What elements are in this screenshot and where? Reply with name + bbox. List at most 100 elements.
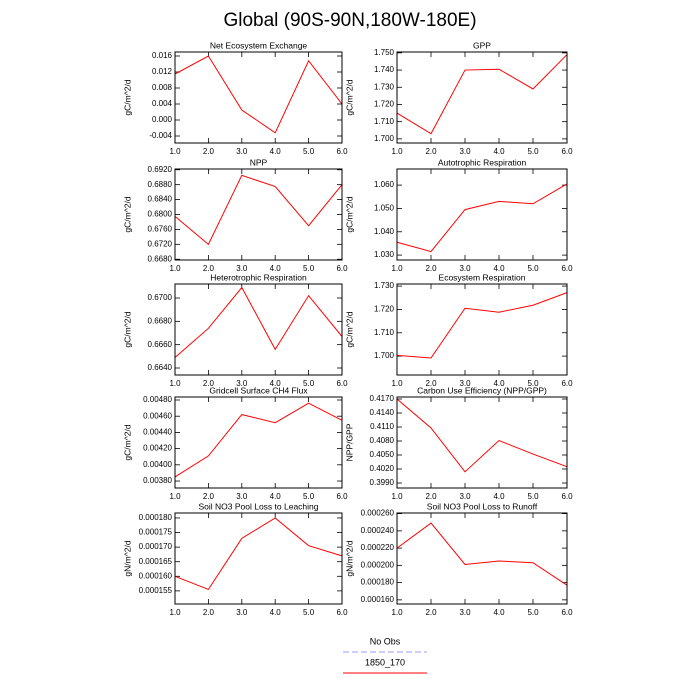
y-tick-label: 0.4170 (370, 394, 395, 403)
panel-title: Soil NO3 Pool Loss to Runoff (427, 501, 538, 511)
x-tick-label: 5.0 (527, 379, 539, 388)
x-tick-label: 5.0 (527, 147, 539, 156)
x-tick-label: 6.0 (561, 147, 573, 156)
x-tick-label: 5.0 (303, 492, 315, 501)
y-tick-label: 0.6840 (148, 195, 173, 204)
y-axis-label: gC/m^2/d (344, 196, 354, 232)
x-tick-label: 4.0 (270, 264, 282, 273)
x-tick-label: 3.0 (236, 608, 248, 617)
x-tick-label: 1.0 (391, 379, 403, 388)
y-tick-label: 0.4110 (370, 422, 394, 431)
x-tick-label: 5.0 (303, 379, 315, 388)
y-tick-label: 0.000160 (139, 571, 173, 580)
data-line (396, 522, 568, 586)
data-line (396, 54, 568, 135)
y-tick-label: 0.00440 (143, 428, 172, 437)
x-tick-label: 1.0 (391, 147, 403, 156)
plot-frame (174, 512, 343, 605)
x-tick-label: 2.0 (425, 608, 437, 617)
x-tick-label: 3.0 (236, 492, 248, 501)
x-tick-label: 3.0 (236, 379, 248, 388)
x-tick-label: 4.0 (493, 264, 505, 273)
x-tick-label: 2.0 (203, 264, 215, 273)
y-tick-label: 1.050 (374, 204, 395, 213)
y-tick-label: 1.060 (374, 180, 395, 189)
x-tick-label: 6.0 (336, 608, 348, 617)
y-tick-label: 0.000220 (361, 543, 395, 552)
y-tick-label: 0.000165 (139, 557, 173, 566)
plot-frame (396, 396, 568, 489)
x-tick-label: 4.0 (270, 608, 282, 617)
x-tick-label: 3.0 (236, 147, 248, 156)
plot-frame (396, 283, 568, 376)
x-tick-label: 4.0 (270, 492, 282, 501)
x-tick-label: 3.0 (459, 147, 471, 156)
x-tick-label: 5.0 (527, 264, 539, 273)
x-tick-label: 5.0 (303, 147, 315, 156)
data-line (174, 55, 343, 134)
x-tick-label: 3.0 (459, 492, 471, 501)
y-tick-label: 0.00460 (143, 411, 172, 420)
x-tick-label: 4.0 (493, 147, 505, 156)
y-tick-label: 0.4020 (370, 464, 395, 473)
legend-label: No Obs (370, 636, 401, 646)
data-line (396, 292, 568, 359)
x-tick-label: 4.0 (493, 608, 505, 617)
y-tick-label: 1.710 (374, 328, 395, 337)
x-tick-label: 2.0 (425, 492, 437, 501)
y-tick-label: 1.700 (374, 351, 395, 360)
plot-frame (174, 51, 343, 144)
y-tick-label: 1.720 (374, 305, 395, 314)
x-tick-label: 6.0 (336, 147, 348, 156)
x-tick-label: 6.0 (561, 492, 573, 501)
y-tick-label: 0.6700 (148, 293, 173, 302)
x-tick-label: 4.0 (493, 492, 505, 501)
y-tick-label: 0.4140 (370, 408, 395, 417)
panel-title: Ecosystem Respiration (439, 272, 526, 282)
panel-title: GPP (473, 40, 491, 50)
y-axis-label: gN/m^2/d (122, 540, 132, 576)
x-tick-label: 6.0 (561, 264, 573, 273)
y-axis-label: gC/m^2/d (344, 79, 354, 115)
x-tick-label: 4.0 (493, 379, 505, 388)
y-tick-label: 0.00400 (143, 460, 172, 469)
x-tick-label: 5.0 (303, 608, 315, 617)
y-tick-label: 0.000 (152, 115, 173, 124)
x-tick-label: 1.0 (391, 264, 403, 273)
panel-title: Carbon Use Efficiency (NPP/GPP) (417, 385, 547, 395)
x-tick-label: 1.0 (391, 608, 403, 617)
y-tick-label: 0.6660 (148, 340, 173, 349)
y-tick-label: 0.6800 (148, 210, 173, 219)
x-tick-label: 2.0 (425, 264, 437, 273)
y-tick-label: 0.008 (152, 83, 173, 92)
x-tick-label: 5.0 (303, 264, 315, 273)
y-tick-label: 1.750 (374, 48, 395, 57)
y-tick-label: 0.6880 (148, 180, 173, 189)
y-tick-label: 0.6920 (148, 165, 173, 174)
y-tick-label: 1.720 (374, 100, 395, 109)
y-tick-label: 0.000240 (361, 526, 395, 535)
y-tick-label: 0.3990 (370, 478, 395, 487)
y-tick-label: 0.6720 (148, 239, 173, 248)
y-tick-label: 0.000260 (361, 509, 395, 518)
data-line (174, 286, 343, 358)
x-tick-label: 1.0 (169, 379, 181, 388)
figure-title: Global (90S-90N,180W-180E) (223, 10, 476, 31)
x-tick-label: 2.0 (203, 147, 215, 156)
plot-frame (396, 51, 568, 144)
panel-title: NPP (250, 157, 268, 167)
x-tick-label: 6.0 (336, 492, 348, 501)
x-tick-label: 1.0 (169, 608, 181, 617)
y-tick-label: 0.000160 (361, 595, 395, 604)
x-tick-label: 1.0 (169, 147, 181, 156)
y-axis-label: gC/m^2/d (344, 311, 354, 347)
x-tick-label: 2.0 (203, 379, 215, 388)
y-tick-label: 0.000200 (361, 560, 395, 569)
panel-title: Soil NO3 Pool Loss to Leaching (198, 501, 318, 511)
y-axis-label: gN/m^2/d (344, 540, 354, 576)
y-tick-label: 0.4080 (370, 436, 395, 445)
x-tick-label: 5.0 (527, 492, 539, 501)
data-line (174, 402, 343, 478)
